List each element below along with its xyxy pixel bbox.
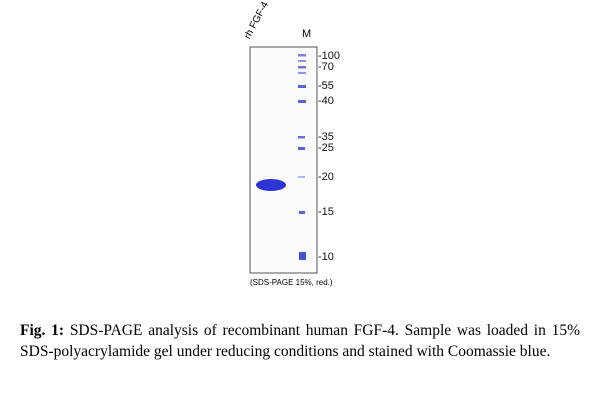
caption-label: Fig. 1: [20, 322, 65, 339]
marker-label: -70 [318, 61, 334, 73]
caption-text: SDS-PAGE analysis of recombinant human F… [20, 322, 581, 360]
gel-frame [249, 46, 318, 274]
marker-label: -35 [318, 131, 334, 143]
marker-label: -20 [318, 171, 334, 183]
caption: Fig. 1: SDS-PAGE analysis of recombinant… [20, 320, 580, 362]
marker-label: -55 [318, 80, 334, 92]
sample-band [256, 179, 286, 191]
marker-label: -10 [318, 251, 334, 263]
marker-label: -25 [318, 142, 334, 154]
marker-label: -40 [318, 95, 334, 107]
marker-bands [298, 54, 306, 260]
gel-note: (SDS-PAGE 15%, red.) [250, 278, 333, 287]
marker-label: -100 [318, 50, 341, 62]
lane-label: M [302, 28, 312, 40]
marker-label: -15 [318, 206, 334, 218]
